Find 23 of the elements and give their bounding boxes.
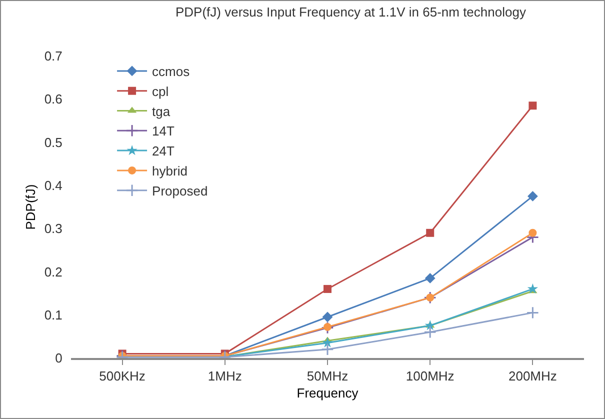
- legend-label: hybrid: [152, 164, 188, 179]
- legend-label: 14T: [152, 124, 174, 139]
- y-tick-label: 0.1: [44, 307, 62, 322]
- y-tick-label: 0.3: [44, 221, 62, 236]
- legend-label: Proposed: [152, 183, 208, 198]
- legend-label: cpl: [152, 84, 169, 99]
- x-tick-label: 200MHz: [508, 368, 557, 384]
- x-axis-title: Frequency: [296, 386, 359, 401]
- y-tick-label: 0.7: [44, 48, 62, 64]
- y-tick-label: 0.2: [44, 264, 62, 280]
- legend-label: ccmos: [152, 64, 190, 80]
- chart-title: PDP(fJ) versus Input Frequency at 1.1V in 65-nm technology: [176, 4, 526, 20]
- x-tick-label: 50MHz: [306, 368, 348, 384]
- x-tick-label: 1MHz: [208, 368, 242, 384]
- y-tick-label: 0.4: [44, 178, 62, 193]
- y-tick-label: 0.6: [44, 92, 62, 107]
- y-axis-title: PDP(fJ): [23, 184, 38, 230]
- legend-label: 24T: [152, 144, 174, 159]
- x-tick-label: 500KHz: [99, 368, 146, 384]
- y-tick-label: 0: [55, 350, 62, 366]
- y-tick-label: 0.5: [44, 134, 62, 150]
- legend-label: tga: [152, 104, 171, 119]
- x-tick-label: 100MHz: [406, 368, 454, 384]
